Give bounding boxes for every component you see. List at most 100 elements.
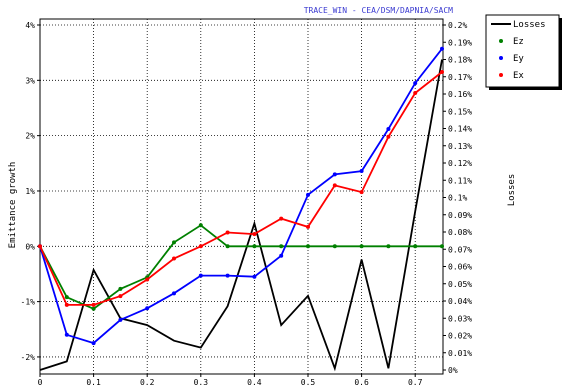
legend-swatch-ez: [499, 39, 503, 43]
data-point-ez: [413, 244, 418, 249]
legend: Losses Ez Ey Ex: [485, 14, 562, 90]
y2-tick-label: 0.13%: [448, 142, 472, 151]
series-line-ex: [39, 71, 443, 306]
x-tick-label: 0.3: [194, 378, 209, 387]
legend-item-ey: Ey: [499, 54, 524, 64]
data-point-ey: [172, 291, 176, 296]
data-point-ex: [332, 183, 337, 188]
data-point-ez: [306, 244, 310, 249]
y2-tick-label: 0.15%: [448, 107, 472, 116]
data-point-ey: [145, 306, 150, 311]
y-tick-label: 3%: [25, 76, 35, 85]
data-point-ey: [198, 273, 203, 278]
y2-tick-label: 0.11%: [448, 176, 472, 185]
y2-tick-label: 0.03%: [448, 314, 472, 323]
data-point-ez: [64, 295, 69, 300]
data-point-ey: [332, 172, 337, 177]
legend-label-ex: Ex: [513, 71, 524, 81]
y-tick-label: -2%: [21, 353, 36, 362]
y2-tick-label: 0.05%: [448, 280, 472, 289]
y2-tick-label: 0.04%: [448, 297, 472, 306]
y2-tick-label: 0.18%: [448, 56, 472, 65]
series-losses: [39, 59, 443, 372]
x-tick-label: 0.1: [86, 378, 101, 387]
y-tick-label: -1%: [21, 298, 36, 307]
y2-tick-label: 0.02%: [448, 332, 472, 341]
data-point-ey: [64, 332, 69, 337]
data-point-ex: [252, 232, 257, 237]
x-tick-label: 0.5: [301, 378, 316, 387]
data-point-ex: [386, 134, 391, 139]
y2-tick-label: 0.07%: [448, 245, 472, 254]
data-point-ez: [252, 244, 257, 249]
data-point-ez: [440, 244, 444, 249]
legend-swatch-ey: [499, 56, 503, 60]
y-axis-title: Emittance growth: [8, 162, 18, 249]
series-ey: [38, 46, 444, 346]
data-point-ey: [279, 253, 284, 258]
data-point-ey: [386, 127, 391, 132]
series-line-ey: [39, 48, 443, 345]
data-point-ey: [91, 341, 96, 346]
data-point-ex: [225, 230, 230, 235]
data-point-ey: [413, 81, 418, 86]
data-point-ex: [279, 216, 284, 221]
data-point-ex: [413, 91, 418, 96]
data-point-ez: [198, 223, 203, 228]
data-point-ex: [306, 224, 310, 229]
series-ex: [38, 70, 444, 307]
y2-tick-label: 0.12%: [448, 159, 472, 168]
y2-tick-label: 0.1%: [448, 194, 467, 203]
data-point-ex: [91, 302, 96, 307]
grid: [40, 19, 443, 374]
y2-tick-label: 0.17%: [448, 73, 472, 82]
data-point-ex: [118, 294, 123, 299]
data-point-ez: [225, 244, 230, 249]
x-tick-label: 0.7: [408, 378, 423, 387]
data-point-ey: [225, 273, 230, 278]
data-point-ex: [198, 244, 203, 249]
data-point-ex: [172, 256, 176, 261]
series-ez: [38, 223, 444, 311]
data-point-ez: [386, 244, 391, 249]
axes-ticks: 0 0.1 0.2 0.3 0.4 0.5 0.6 0.7 -2% -1% 0% 1% 2% 3% 4% 0%…: [21, 21, 473, 387]
y2-tick-label: 0.08%: [448, 228, 472, 237]
series-line-losses: [39, 59, 443, 372]
y2-axis-title: Losses: [507, 174, 517, 207]
data-point-ey: [359, 169, 364, 174]
legend-box: [485, 14, 560, 88]
legend-item-ez: Ez: [499, 37, 524, 47]
data-point-ez: [91, 306, 96, 311]
x-tick-label: 0: [38, 378, 43, 387]
data-point-ez: [332, 244, 337, 249]
x-tick-label: 0.4: [247, 378, 262, 387]
y2-tick-label: 0.01%: [448, 349, 472, 358]
data-point-ey: [306, 192, 310, 197]
x-tick-label: 0.6: [354, 378, 369, 387]
legend-label-ey: Ey: [513, 54, 524, 64]
legend-label-losses: Losses: [513, 20, 546, 30]
data-point-ex: [359, 190, 364, 195]
y2-tick-label: 0%: [448, 366, 458, 375]
y-tick-label: 2%: [25, 132, 35, 141]
data-point-ez: [359, 244, 364, 249]
y-tick-label: 1%: [25, 187, 35, 196]
legend-label-ez: Ez: [513, 37, 524, 47]
data-point-ey: [252, 274, 257, 279]
plot-frame: [39, 18, 444, 375]
legend-item-losses: Losses: [491, 20, 546, 30]
y2-tick-label: 0.19%: [448, 38, 472, 47]
y2-tick-label: 0.06%: [448, 263, 472, 272]
series: [38, 46, 444, 372]
y2-tick-label: 0.09%: [448, 211, 472, 220]
data-point-ex: [64, 302, 69, 307]
data-point-ez: [172, 240, 176, 245]
data-point-ey: [440, 46, 444, 51]
data-point-ez: [279, 244, 284, 249]
y2-tick-label: 0.16%: [448, 90, 472, 99]
y2-tick-label: 0.14%: [448, 125, 472, 134]
legend-item-ex: Ex: [499, 71, 524, 81]
banner-text: TRACE_WIN - CEA/DSM/DAPNIA/SACM: [304, 6, 453, 15]
x-tick-label: 0.2: [140, 378, 155, 387]
